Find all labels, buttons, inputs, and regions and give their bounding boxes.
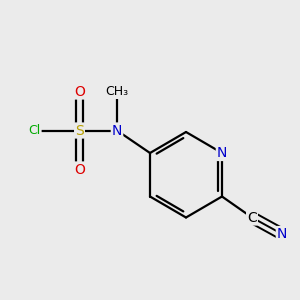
Text: N: N <box>277 227 287 241</box>
Text: S: S <box>75 124 84 137</box>
Text: O: O <box>74 85 85 98</box>
Text: Cl: Cl <box>28 124 40 137</box>
Text: O: O <box>74 163 85 176</box>
Text: CH₃: CH₃ <box>105 85 129 98</box>
Text: C: C <box>247 211 257 224</box>
Text: N: N <box>217 146 227 160</box>
Text: N: N <box>112 124 122 137</box>
